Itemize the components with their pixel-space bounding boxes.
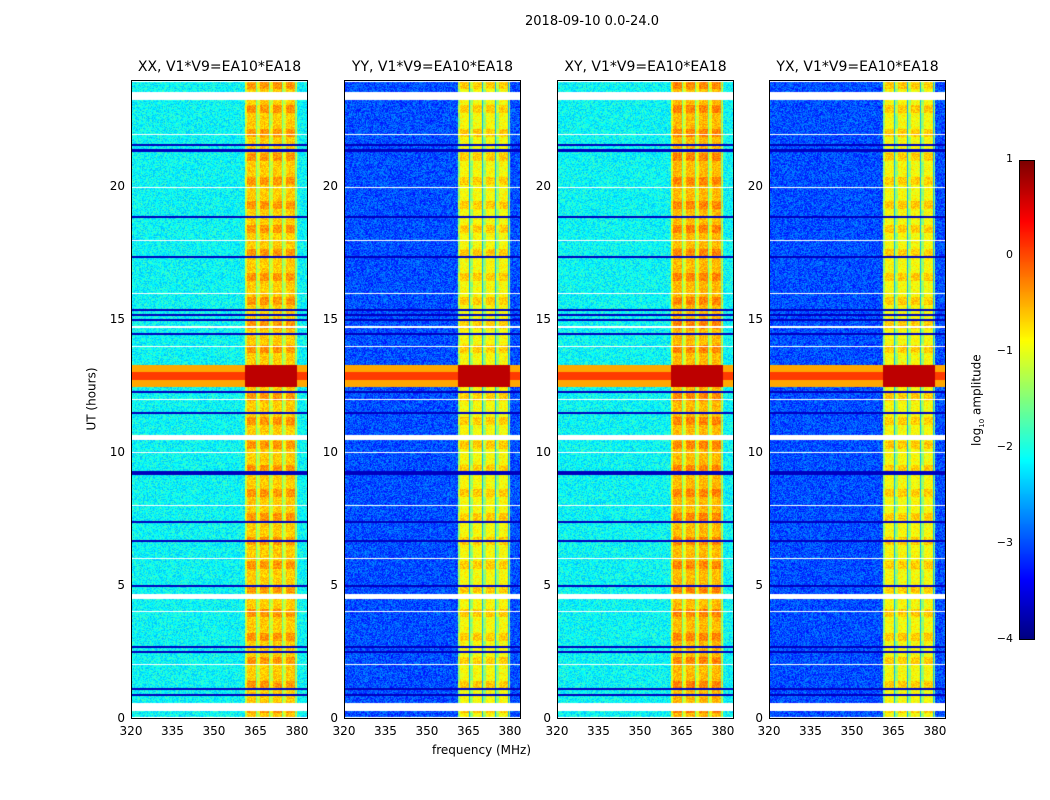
x-tick-label: 335 <box>374 724 397 738</box>
x-tick-label: 350 <box>628 724 652 738</box>
y-tick-label: 10 <box>535 444 551 459</box>
y-tick-label: 0 <box>330 711 338 725</box>
x-tick-label: 350 <box>415 724 439 738</box>
colorbar-tick-label: −2 <box>996 440 1013 453</box>
y-tick-label: 5 <box>117 577 125 592</box>
x-tick-label: 320 <box>332 724 356 738</box>
y-tick-label: 10 <box>747 444 763 459</box>
panel-title: YY, V1*V9=EA10*EA18 <box>351 59 514 75</box>
x-tick-label: 320 <box>757 724 781 738</box>
y-tick-label: 0 <box>755 711 763 725</box>
spectrogram-heatmap <box>770 81 945 718</box>
y-tick-label: 0 <box>117 711 125 725</box>
colorbar-label-sub: 10 <box>978 418 987 428</box>
colorbar-tick-label: 1 <box>1006 152 1013 165</box>
x-tick-label: 365 <box>457 724 480 738</box>
x-tick-label: 335 <box>799 724 822 738</box>
x-tick-label: 320 <box>545 724 569 738</box>
panel-title: XX, V1*V9=EA10*EA18 <box>137 59 302 75</box>
colorbar-tick-label: −3 <box>996 536 1013 549</box>
y-tick-label: 15 <box>535 311 551 326</box>
x-tick-label: 320 <box>119 724 143 738</box>
y-tick-label: 20 <box>322 178 338 193</box>
y-tick-label: 15 <box>322 311 338 326</box>
x-tick-label: 380 <box>498 724 522 738</box>
panel-title: YX, V1*V9=EA10*EA18 <box>776 59 939 75</box>
colorbar-tick-label: −4 <box>996 632 1013 645</box>
colorbar-label: log10 amplitude <box>970 354 986 446</box>
colorbar-gradient <box>1020 161 1034 639</box>
spectrogram-panel <box>557 80 734 719</box>
x-tick-label: 335 <box>161 724 184 738</box>
x-tick-label: 380 <box>711 724 735 738</box>
spectrogram-heatmap <box>132 81 307 718</box>
spectrogram-panel <box>131 80 308 719</box>
colorbar <box>1019 160 1035 640</box>
x-tick-label: 365 <box>670 724 693 738</box>
y-tick-label: 20 <box>535 178 551 193</box>
x-tick-label: 335 <box>587 724 610 738</box>
x-tick-label: 365 <box>244 724 267 738</box>
colorbar-label-log: log <box>969 427 984 447</box>
y-tick-label: 20 <box>109 178 125 193</box>
colorbar-tick-label: −1 <box>996 344 1013 357</box>
spectrogram-panel <box>344 80 521 719</box>
colorbar-tick-label: 0 <box>1006 248 1013 261</box>
x-tick-label: 380 <box>923 724 947 738</box>
y-tick-label: 5 <box>755 577 763 592</box>
x-tick-label: 365 <box>882 724 905 738</box>
y-tick-label: 10 <box>322 444 338 459</box>
colorbar-label-rest: amplitude <box>969 354 984 419</box>
x-axis-label: frequency (MHz) <box>432 743 532 757</box>
x-tick-label: 350 <box>840 724 864 738</box>
x-tick-label: 350 <box>202 724 226 738</box>
spectrogram-heatmap <box>558 81 733 718</box>
y-tick-label: 15 <box>747 311 763 326</box>
y-tick-label: 10 <box>109 444 125 459</box>
y-tick-label: 5 <box>330 577 338 592</box>
y-tick-label: 0 <box>543 711 551 725</box>
y-tick-label: 15 <box>109 311 125 326</box>
x-tick-label: 380 <box>285 724 309 738</box>
spectrogram-panel <box>769 80 946 719</box>
y-axis-label: UT (hours) <box>84 367 99 431</box>
panel-title: XY, V1*V9=EA10*EA18 <box>564 59 727 75</box>
y-tick-label: 20 <box>747 178 763 193</box>
figure-suptitle: 2018-09-10 0.0-24.0 <box>525 14 659 29</box>
spectrogram-heatmap <box>345 81 520 718</box>
y-tick-label: 5 <box>543 577 551 592</box>
